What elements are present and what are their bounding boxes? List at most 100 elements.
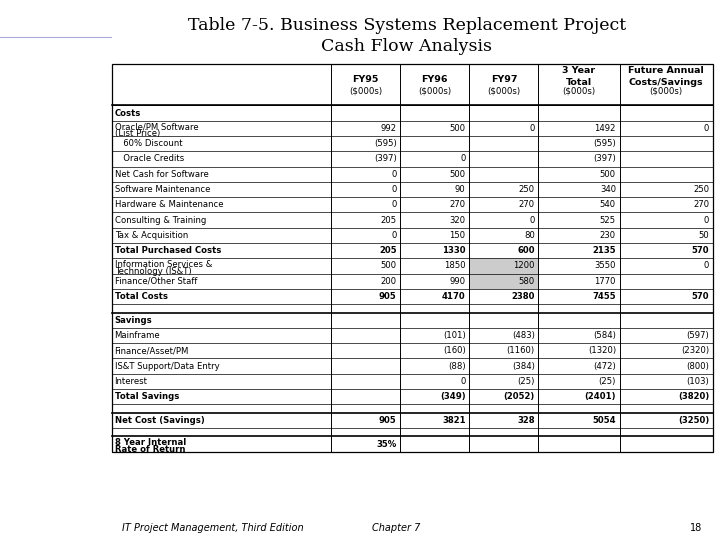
Text: Total Purchased Costs: Total Purchased Costs <box>114 246 221 255</box>
Text: Finance/Asset/PM: Finance/Asset/PM <box>114 346 189 355</box>
Text: 0: 0 <box>460 154 466 164</box>
Text: 570: 570 <box>692 246 709 255</box>
Text: Finance/Other Staff: Finance/Other Staff <box>114 276 197 286</box>
Text: 570: 570 <box>692 292 709 301</box>
Text: 8 Year Internal: 8 Year Internal <box>114 438 186 447</box>
Text: Tax & Acquisition: Tax & Acquisition <box>114 231 188 240</box>
Text: 0: 0 <box>391 185 397 194</box>
Text: (88): (88) <box>448 362 466 370</box>
Text: (2052): (2052) <box>503 392 535 401</box>
Text: 270: 270 <box>693 200 709 210</box>
Text: Costs/Savings: Costs/Savings <box>629 78 703 86</box>
Text: 3 Year: 3 Year <box>562 66 595 75</box>
Text: 0: 0 <box>460 377 466 386</box>
Text: 0: 0 <box>391 200 397 210</box>
Text: Oracle Credits: Oracle Credits <box>114 154 184 164</box>
Text: (483): (483) <box>512 331 535 340</box>
Text: (349): (349) <box>440 392 466 401</box>
Text: ($000s): ($000s) <box>418 86 451 96</box>
Text: 905: 905 <box>379 292 397 301</box>
Text: (800): (800) <box>686 362 709 370</box>
Text: 18: 18 <box>690 523 702 533</box>
Text: 525: 525 <box>600 215 616 225</box>
Text: (597): (597) <box>686 331 709 340</box>
Text: 90: 90 <box>455 185 466 194</box>
Text: IT Project Management, Third Edition: IT Project Management, Third Edition <box>122 523 304 533</box>
Text: 540: 540 <box>600 200 616 210</box>
Text: (595): (595) <box>374 139 397 148</box>
Text: 992: 992 <box>380 124 397 133</box>
Text: Information Services &: Information Services & <box>114 260 212 269</box>
Text: FY96: FY96 <box>421 75 448 84</box>
Text: (3250): (3250) <box>678 416 709 425</box>
Text: Chapter 7: Chapter 7 <box>372 523 420 533</box>
Text: Technology (IS&T): Technology (IS&T) <box>114 267 192 276</box>
Text: FY95: FY95 <box>352 75 379 84</box>
Text: 3821: 3821 <box>442 416 466 425</box>
Text: Hardware & Maintenance: Hardware & Maintenance <box>114 200 223 210</box>
Text: 0: 0 <box>704 261 709 271</box>
Text: (384): (384) <box>512 362 535 370</box>
Text: 1200: 1200 <box>513 261 535 271</box>
Text: (List Price): (List Price) <box>114 129 160 138</box>
Text: 80: 80 <box>524 231 535 240</box>
Text: 205: 205 <box>379 246 397 255</box>
Text: 7455: 7455 <box>593 292 616 301</box>
Text: ($000s): ($000s) <box>487 86 521 96</box>
Text: Costs: Costs <box>114 109 141 118</box>
Text: Consulting & Training: Consulting & Training <box>114 215 206 225</box>
Text: 200: 200 <box>380 276 397 286</box>
Text: 0: 0 <box>704 215 709 225</box>
Text: (2401): (2401) <box>585 392 616 401</box>
Text: ($000s): ($000s) <box>562 86 595 96</box>
Text: 1770: 1770 <box>595 276 616 286</box>
Text: 3550: 3550 <box>595 261 616 271</box>
Text: 2135: 2135 <box>593 246 616 255</box>
Text: 270: 270 <box>449 200 466 210</box>
Text: 0: 0 <box>529 124 535 133</box>
Text: 0: 0 <box>391 231 397 240</box>
Text: (397): (397) <box>374 154 397 164</box>
Text: (584): (584) <box>593 331 616 340</box>
Text: Rate of Return: Rate of Return <box>114 445 185 454</box>
Text: Savings: Savings <box>114 316 153 325</box>
Text: 600: 600 <box>517 246 535 255</box>
Text: 250: 250 <box>518 185 535 194</box>
Text: (3820): (3820) <box>678 392 709 401</box>
Text: Mainframe: Mainframe <box>114 331 161 340</box>
Text: Total Costs: Total Costs <box>114 292 168 301</box>
Text: Software Maintenance: Software Maintenance <box>114 185 210 194</box>
Text: Future Annual: Future Annual <box>629 66 704 75</box>
Text: (103): (103) <box>686 377 709 386</box>
Text: 580: 580 <box>518 276 535 286</box>
Text: Interest: Interest <box>114 377 148 386</box>
Text: 340: 340 <box>600 185 616 194</box>
Text: 905: 905 <box>379 416 397 425</box>
Text: (160): (160) <box>443 346 466 355</box>
Text: 500: 500 <box>380 261 397 271</box>
Text: (1320): (1320) <box>588 346 616 355</box>
Text: 0: 0 <box>391 170 397 179</box>
Bar <box>469 258 539 289</box>
Text: Net Cash for Software: Net Cash for Software <box>114 170 208 179</box>
Text: TECHNOLOGY: TECHNOLOGY <box>24 24 87 32</box>
Text: +: + <box>53 38 59 44</box>
Text: 35%: 35% <box>377 440 397 449</box>
Text: (397): (397) <box>593 154 616 164</box>
Text: ($000s): ($000s) <box>349 86 382 96</box>
Text: 270: 270 <box>518 200 535 210</box>
Text: Total: Total <box>566 78 592 86</box>
Text: (2320): (2320) <box>681 346 709 355</box>
Text: 1492: 1492 <box>595 124 616 133</box>
Text: (25): (25) <box>598 377 616 386</box>
Text: Total Savings: Total Savings <box>114 392 179 401</box>
Text: 500: 500 <box>449 170 466 179</box>
Text: (25): (25) <box>518 377 535 386</box>
Text: 230: 230 <box>600 231 616 240</box>
Text: IS&T Support/Data Entry: IS&T Support/Data Entry <box>114 362 219 370</box>
Text: ($000s): ($000s) <box>649 86 683 96</box>
Text: COURSE: COURSE <box>37 11 75 20</box>
Text: 2380: 2380 <box>511 292 535 301</box>
Text: 60% Discount: 60% Discount <box>114 139 182 148</box>
Text: 150: 150 <box>449 231 466 240</box>
